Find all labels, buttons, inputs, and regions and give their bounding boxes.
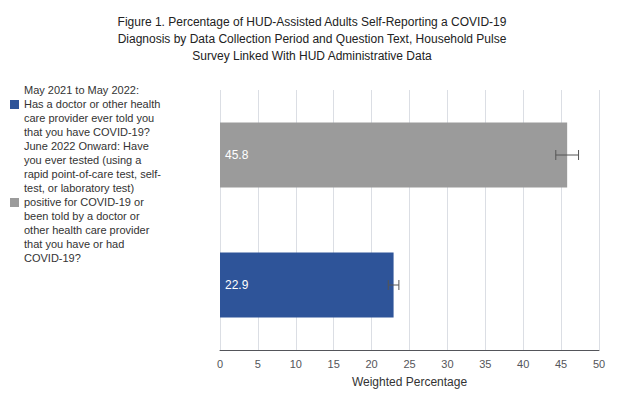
- svg-text:25: 25: [403, 358, 415, 370]
- svg-text:Weighted Percentage: Weighted Percentage: [352, 375, 468, 389]
- svg-text:care provider ever told you: care provider ever told you: [24, 112, 154, 124]
- svg-text:that you have or had: that you have or had: [24, 238, 124, 250]
- svg-text:40: 40: [517, 358, 529, 370]
- svg-text:test, or laboratory test): test, or laboratory test): [24, 182, 134, 194]
- svg-text:COVID-19?: COVID-19?: [24, 252, 81, 264]
- svg-text:45.8: 45.8: [225, 148, 249, 162]
- svg-text:Has a doctor or other health: Has a doctor or other health: [24, 98, 160, 110]
- svg-text:45: 45: [555, 358, 567, 370]
- svg-text:10: 10: [290, 358, 302, 370]
- svg-text:you ever tested (using a: you ever tested (using a: [24, 154, 142, 166]
- svg-text:Figure 1. Percentage of HUD-As: Figure 1. Percentage of HUD-Assisted Adu…: [118, 15, 507, 29]
- svg-text:Diagnosis by Data Collection P: Diagnosis by Data Collection Period and …: [118, 32, 507, 46]
- svg-text:positive for COVID-19 or: positive for COVID-19 or: [24, 196, 144, 208]
- svg-text:that you have COVID-19?: that you have COVID-19?: [24, 126, 150, 138]
- svg-text:5: 5: [255, 358, 261, 370]
- svg-text:0: 0: [217, 358, 223, 370]
- svg-text:30: 30: [441, 358, 453, 370]
- svg-text:other health care provider: other health care provider: [24, 224, 150, 236]
- svg-text:15: 15: [328, 358, 340, 370]
- svg-text:rapid point-of-care test, self: rapid point-of-care test, self-: [24, 168, 161, 180]
- svg-text:22.9: 22.9: [225, 278, 249, 292]
- svg-text:May 2021 to May 2022:: May 2021 to May 2022:: [24, 84, 139, 96]
- svg-text:Survey Linked With HUD Adminis: Survey Linked With HUD Administrative Da…: [192, 49, 432, 63]
- svg-text:been told by a doctor or: been told by a doctor or: [24, 210, 140, 222]
- svg-text:June 2022 Onward: Have: June 2022 Onward: Have: [24, 140, 149, 152]
- svg-text:20: 20: [365, 358, 377, 370]
- svg-text:35: 35: [479, 358, 491, 370]
- svg-text:50: 50: [593, 358, 605, 370]
